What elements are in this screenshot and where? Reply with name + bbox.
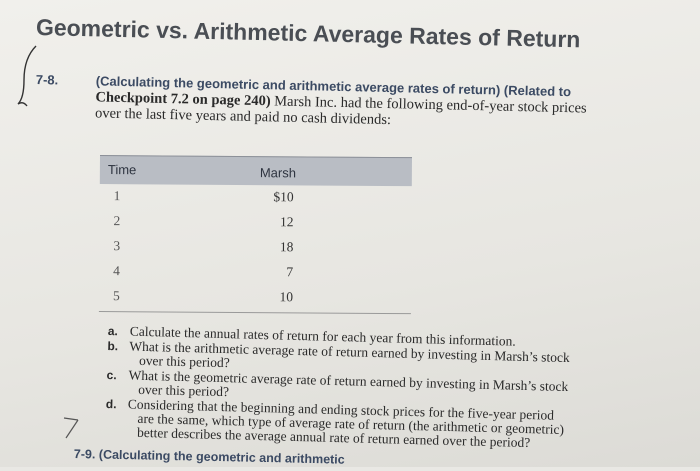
problem-statement: (Calculating the geometric and arithmeti… <box>95 73 686 134</box>
table-bottom-rule <box>98 310 411 315</box>
question-letter: c. <box>106 367 117 383</box>
time-cell: 3 <box>113 238 121 254</box>
column-header-marsh: Marsh <box>259 165 297 181</box>
price-cell: 10 <box>279 289 294 305</box>
table-row: 5 10 <box>99 284 411 311</box>
section-title: Geometric vs. Arithmetic Average Rates o… <box>35 14 581 53</box>
stock-price-table: Time Marsh 1 $10 2 12 3 18 4 7 5 10 <box>98 155 412 315</box>
table-row: 2 12 <box>99 209 411 236</box>
handwritten-arrow-mark <box>63 417 79 439</box>
price-cell: 12 <box>279 214 294 230</box>
time-cell: 2 <box>113 213 121 229</box>
handwritten-bracket-mark <box>17 45 37 107</box>
price-cell: $10 <box>273 189 294 205</box>
price-cell: 7 <box>286 264 294 280</box>
time-cell: 4 <box>113 263 120 279</box>
question-letter: d. <box>105 396 117 412</box>
question-list: a. Calculate the annual rates of return … <box>105 324 668 455</box>
time-cell: 1 <box>113 188 121 204</box>
question-letter: a. <box>107 324 119 339</box>
question-letter: b. <box>107 338 119 354</box>
next-problem-header: 7-9. (Calculating the geometric and arit… <box>73 447 345 467</box>
table-header: Time Marsh <box>99 155 412 187</box>
table-row: 3 18 <box>99 234 411 261</box>
problem-number: 7-8. <box>35 72 59 88</box>
time-cell: 5 <box>112 288 120 304</box>
column-header-time: Time <box>107 162 137 178</box>
problem-header: 7-8. (Calculating the geometric and arit… <box>35 72 696 128</box>
table-row: 1 $10 <box>100 184 412 211</box>
table-row: 4 7 <box>99 259 411 286</box>
price-cell: 18 <box>279 239 294 255</box>
